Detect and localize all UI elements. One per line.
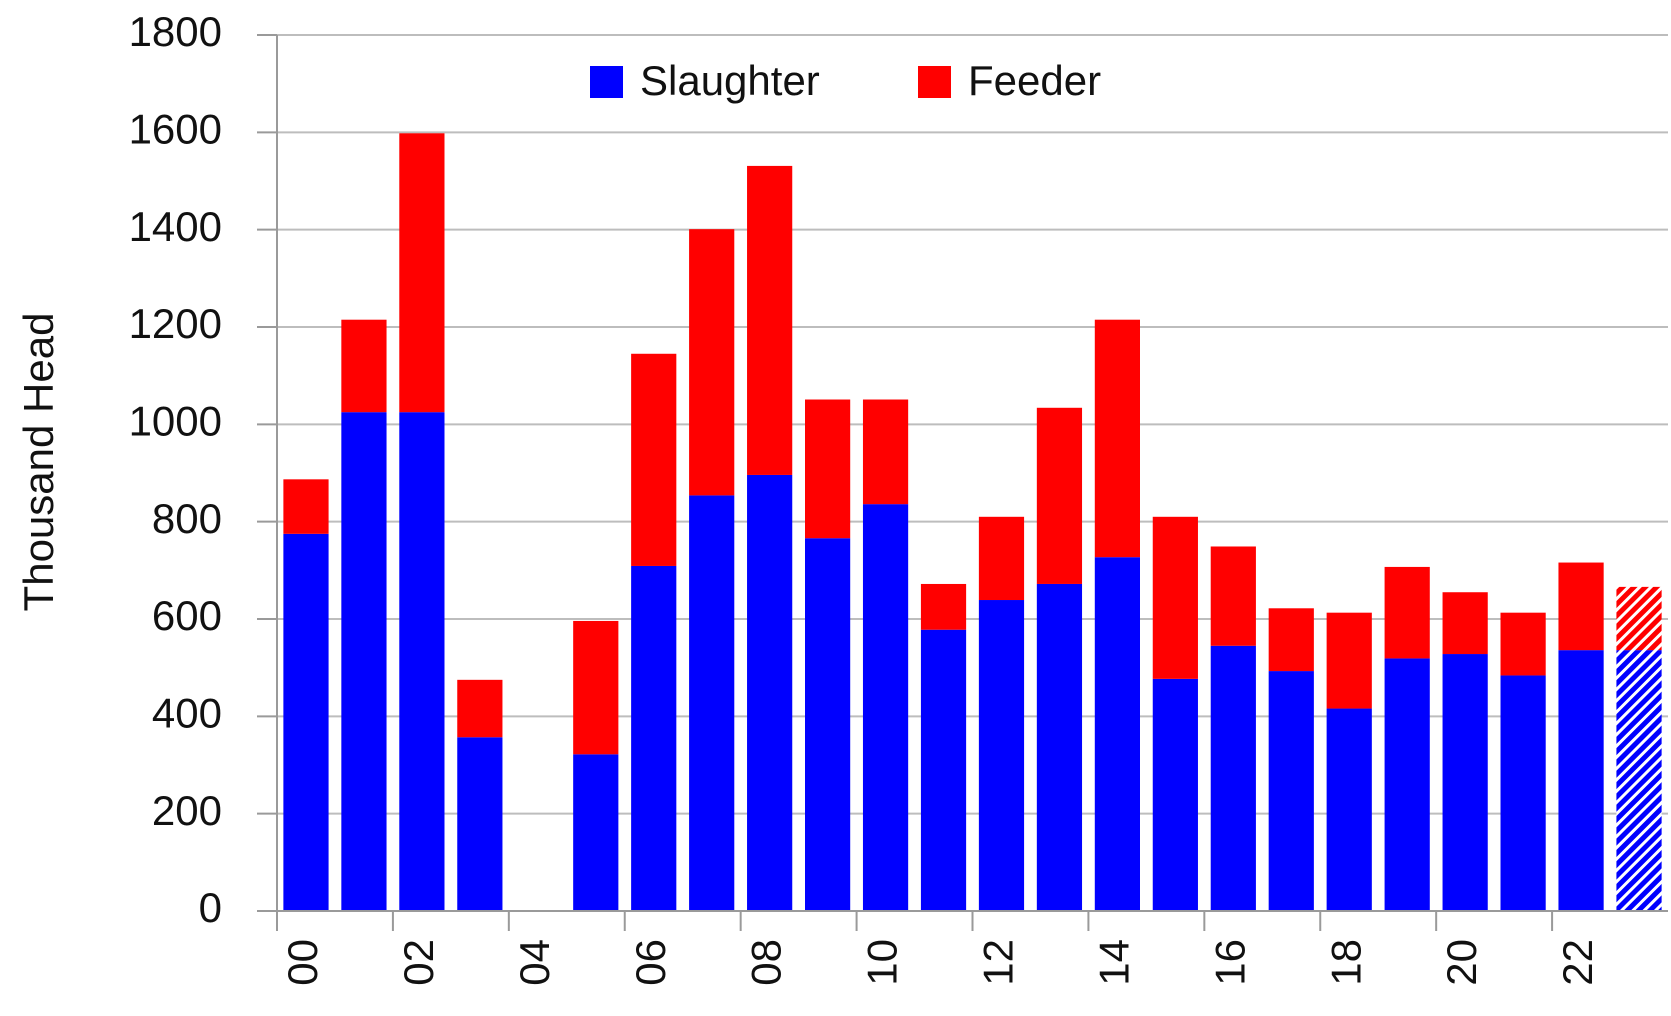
x-tick-label: 18 bbox=[1322, 939, 1369, 986]
bar-segment bbox=[1326, 708, 1372, 911]
bar-segment bbox=[1152, 678, 1198, 911]
x-tick-label: 02 bbox=[395, 939, 442, 986]
legend-label: Feeder bbox=[968, 57, 1101, 104]
bar-segment bbox=[1036, 583, 1083, 911]
bar-segment bbox=[1558, 562, 1604, 651]
x-tick-label: 14 bbox=[1090, 939, 1137, 986]
legend-swatch bbox=[918, 66, 951, 98]
y-tick-label: 0 bbox=[199, 884, 222, 931]
bar-segment bbox=[573, 754, 619, 911]
bar-segment bbox=[283, 533, 329, 911]
bar-segment bbox=[747, 474, 793, 911]
bar-segment bbox=[1326, 612, 1372, 709]
legend-label: Slaughter bbox=[640, 57, 820, 104]
bar-segment bbox=[341, 319, 387, 413]
bar-segment bbox=[1152, 516, 1198, 679]
bar-segment bbox=[689, 495, 735, 911]
y-tick-label: 600 bbox=[152, 592, 222, 639]
legend-swatch bbox=[590, 66, 623, 98]
bar-segment bbox=[457, 679, 503, 738]
bar-segment bbox=[1268, 671, 1314, 911]
y-tick-label: 1400 bbox=[129, 203, 222, 250]
bar-segment bbox=[1500, 612, 1546, 676]
bar-segment bbox=[1384, 566, 1430, 659]
y-tick-label: 1800 bbox=[129, 8, 222, 55]
y-tick-label: 1200 bbox=[129, 300, 222, 347]
bar-segment bbox=[978, 516, 1025, 601]
y-axis-label: Thousand Head bbox=[15, 313, 62, 612]
x-tick-label: 10 bbox=[859, 939, 906, 986]
bar-segment bbox=[573, 620, 619, 755]
x-tick-label: 00 bbox=[279, 939, 326, 986]
bar-segment bbox=[283, 479, 329, 534]
bar-segment bbox=[978, 600, 1025, 911]
y-tick-label: 200 bbox=[152, 787, 222, 834]
x-tick-label: 22 bbox=[1554, 939, 1601, 986]
bar-segment bbox=[862, 504, 909, 911]
y-tick-label: 800 bbox=[152, 495, 222, 542]
bar-segment bbox=[862, 399, 909, 505]
bar-segment bbox=[1094, 319, 1140, 558]
bar-segment bbox=[1268, 608, 1314, 672]
bar-segment bbox=[805, 538, 851, 911]
bar-segment bbox=[341, 412, 387, 911]
bar-segment bbox=[1616, 586, 1662, 651]
x-tick-label: 16 bbox=[1206, 939, 1253, 986]
bar-segment bbox=[1036, 407, 1083, 584]
bar-segment bbox=[399, 133, 445, 413]
bar-segment bbox=[920, 629, 967, 911]
bar-segment bbox=[1442, 654, 1488, 911]
y-tick-label: 1600 bbox=[129, 105, 222, 152]
bar-segment bbox=[747, 165, 793, 475]
x-tick-label: 12 bbox=[975, 939, 1022, 986]
bar-segment bbox=[631, 353, 677, 566]
x-tick-label: 06 bbox=[627, 939, 674, 986]
y-tick-label: 1000 bbox=[129, 397, 222, 444]
bar-segment bbox=[1500, 675, 1546, 911]
bar-segment bbox=[1558, 650, 1604, 911]
bar-segment bbox=[805, 399, 851, 539]
y-tick-label: 400 bbox=[152, 689, 222, 736]
x-tick-label: 20 bbox=[1438, 939, 1485, 986]
bar-segment bbox=[1442, 592, 1488, 655]
bar-segment bbox=[1384, 658, 1430, 911]
bar-segment bbox=[1616, 650, 1662, 911]
bar-segment bbox=[457, 737, 503, 911]
bar-segment bbox=[1094, 557, 1140, 911]
x-tick-label: 04 bbox=[511, 939, 558, 986]
bar-segment bbox=[631, 565, 677, 911]
bar-segment bbox=[399, 412, 445, 911]
x-tick-label: 08 bbox=[743, 939, 790, 986]
bar-segment bbox=[1210, 546, 1256, 646]
bar-segment bbox=[689, 229, 735, 496]
bar-segment bbox=[1210, 645, 1256, 911]
bar-segment bbox=[920, 583, 967, 630]
